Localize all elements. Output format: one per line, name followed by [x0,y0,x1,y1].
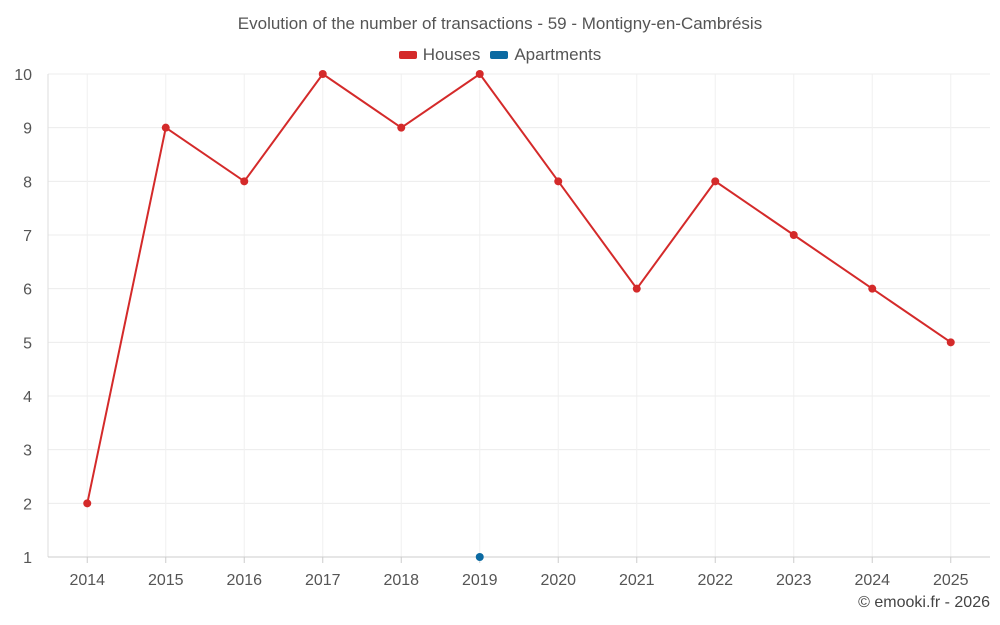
y-tick-label-2: 2 [23,496,32,513]
y-tick-label-9: 9 [23,121,32,138]
chart-title: Evolution of the number of transactions … [237,14,763,33]
x-tick-label-2018: 2018 [383,572,419,589]
legend-label-apartments: Apartments [514,45,602,64]
y-tick-label-1: 1 [23,550,32,567]
x-tick-label-2022: 2022 [697,572,733,589]
data-point-houses-2024 [868,284,877,293]
x-tick-label-2017: 2017 [305,572,341,589]
x-tick-label-2025: 2025 [933,572,969,589]
data-point-houses-2025 [946,338,955,347]
x-tick-label-2023: 2023 [776,572,812,589]
y-tick-label-3: 3 [23,443,32,460]
x-tick-label-2019: 2019 [462,572,498,589]
y-tick-label-5: 5 [23,335,32,352]
data-point-houses-2014 [83,499,92,508]
legend-label-houses: Houses [422,45,481,64]
data-point-houses-2020 [554,177,563,186]
x-tick-label-2020: 2020 [540,572,576,589]
data-point-apartments-2019 [475,553,484,561]
x-tick-label-2024: 2024 [854,572,890,589]
data-point-houses-2022 [711,177,720,186]
x-tick-label-2015: 2015 [148,572,184,589]
data-point-houses-2021 [632,284,641,293]
chart-legend: Houses Apartments [0,45,1000,65]
series-line-houses [86,72,952,504]
y-tick-label-8: 8 [23,174,32,191]
y-tick-label-7: 7 [23,228,32,245]
x-tick-label-2016: 2016 [226,572,262,589]
data-point-houses-2019 [475,70,484,78]
legend-swatch-apartments [490,51,509,59]
legend-item-houses[interactable]: Houses [398,45,481,65]
x-tick-label-2021: 2021 [619,572,655,589]
legend-item-apartments[interactable]: Apartments [490,45,601,65]
data-point-houses-2016 [240,177,249,186]
x-tick-label-2014: 2014 [69,572,105,589]
y-tick-label-4: 4 [23,389,32,406]
data-point-houses-2018 [397,123,406,132]
data-point-houses-2015 [161,123,170,132]
y-tick-label-6: 6 [23,282,32,299]
data-point-houses-2023 [789,231,798,239]
data-point-houses-2017 [318,70,327,78]
y-tick-label-10: 10 [14,67,32,84]
legend-swatch-houses [398,51,417,59]
credit-text: © emooki.fr - 2026 [858,594,990,611]
